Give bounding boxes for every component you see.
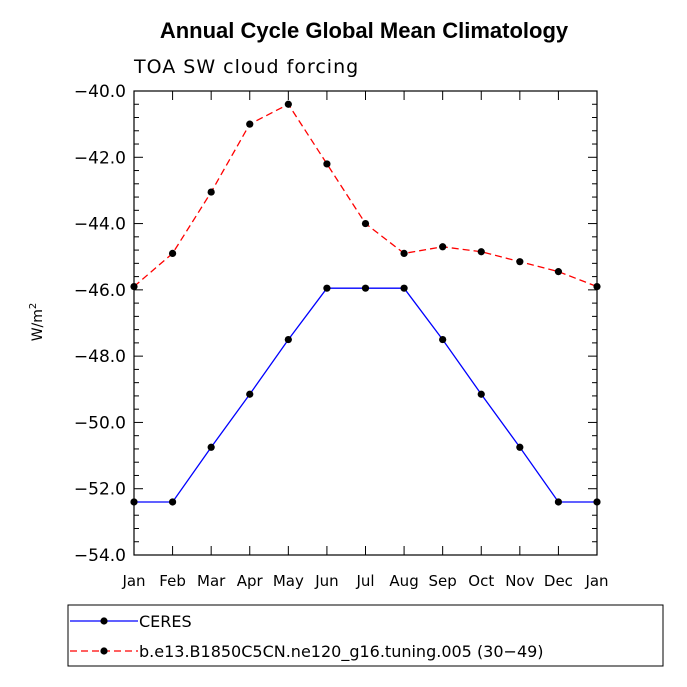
legend-marker-0 [100, 617, 108, 625]
data-point [400, 284, 408, 292]
x-tick-label: Jul [355, 572, 374, 590]
data-point [168, 249, 177, 257]
y-tick-label: −46.0 [74, 281, 126, 301]
x-tick-label: Aug [389, 572, 418, 590]
plot-area: −40.0 −42.0 −44.0 −46.0 −48.0 −50.0 −52.0 −54.0… [74, 82, 609, 590]
data-point [477, 248, 485, 256]
y-tick-label: −44.0 [74, 215, 126, 235]
data-point [284, 100, 292, 108]
plot-frame [133, 90, 598, 556]
y-tick-label: −40.0 [74, 82, 126, 102]
data-point [439, 243, 447, 251]
series-line-1 [133, 103, 598, 288]
data-point [554, 268, 563, 276]
y-tick-label: −48.0 [74, 347, 126, 367]
data-point [323, 284, 331, 292]
data-point [361, 284, 370, 292]
legend-label-0: CERES [139, 612, 192, 631]
data-point [207, 188, 215, 196]
data-point [361, 219, 370, 228]
x-tick-label: Jan [584, 572, 608, 590]
x-tick-label: Mar [197, 572, 226, 590]
x-tick-label: Jan [121, 572, 145, 590]
x-tick-label: Jun [314, 572, 338, 590]
data-point [400, 249, 408, 257]
x-tick-label: Feb [159, 572, 186, 590]
series-line-0 [134, 287, 597, 503]
data-point [439, 335, 447, 344]
chart-subtitle: TOA SW cloud forcing [133, 56, 359, 78]
x-tick-label: May [273, 572, 304, 590]
legend-box [67, 604, 664, 667]
data-point [207, 443, 215, 451]
y-tick-label: −54.0 [74, 546, 126, 566]
y-tick-label: −42.0 [74, 148, 126, 168]
legend: CERES b.e13.B1850C5CN.ne120_g16.tuning.00… [67, 604, 664, 667]
legend-label-1: b.e13.B1850C5CN.ne120_g16.tuning.005 (30… [139, 642, 544, 662]
chart-title: Annual Cycle Global Mean Climatology [160, 18, 569, 43]
legend-marker-1 [100, 647, 108, 655]
x-tick-label: Nov [505, 572, 534, 590]
x-tick-label: Dec [544, 572, 573, 590]
data-point [516, 258, 524, 266]
x-tick-label: Oct [468, 572, 494, 590]
x-tick-label: Sep [429, 572, 457, 590]
data-point [246, 120, 254, 128]
y-axis-label: W/m2 [28, 303, 46, 342]
x-tick-label: Apr [237, 572, 264, 590]
data-point [323, 160, 331, 168]
data-point [246, 390, 254, 398]
data-point [168, 498, 177, 506]
y-tick-label: −52.0 [74, 480, 126, 500]
data-point [477, 390, 485, 398]
data-point [554, 498, 563, 506]
data-point [516, 443, 524, 451]
y-tick-label: −50.0 [74, 413, 126, 433]
data-point [284, 335, 292, 344]
